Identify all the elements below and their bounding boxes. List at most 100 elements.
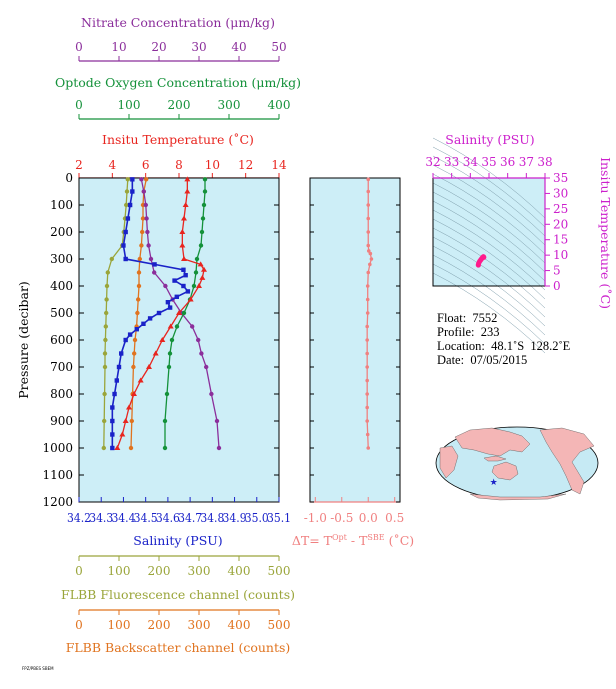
pressure-axis-title: Pressure (decibar) xyxy=(16,281,31,399)
backscatter-point xyxy=(140,216,146,221)
backscatter-point xyxy=(140,229,145,235)
dT-title-part1: ΔT= T xyxy=(292,533,333,548)
fluorescence-tick-label: 0 xyxy=(75,564,83,578)
ts-density-contour xyxy=(432,227,546,309)
salinity-point xyxy=(123,337,128,343)
dT-point xyxy=(365,405,369,410)
fluorescence-point xyxy=(103,337,108,343)
temperature-point xyxy=(167,323,174,329)
temperature-point xyxy=(196,283,202,288)
salinity-point xyxy=(125,216,131,221)
fluorescence-point xyxy=(124,202,129,208)
backscatter-point xyxy=(144,177,149,182)
salinity-tick-label: 34.4 xyxy=(111,511,135,525)
temperature-axis: 2 4 6 8 10 12 14 xyxy=(75,158,287,179)
map-land-antarctica xyxy=(469,493,567,501)
salinity-point xyxy=(130,177,135,182)
oxygen-point xyxy=(167,351,173,356)
salinity-point xyxy=(167,305,173,310)
fluorescence-point xyxy=(102,418,107,424)
ts-density-contour xyxy=(432,245,546,327)
temperature-point xyxy=(184,176,191,182)
temperature-point xyxy=(137,377,144,383)
ts-density-contour xyxy=(432,200,546,282)
pressure-tick-label: 500 xyxy=(50,306,73,320)
salinity-point xyxy=(110,445,115,451)
ts-density-contour xyxy=(432,272,546,354)
oxygen-tick-label: 200 xyxy=(168,98,191,112)
nitrate-point xyxy=(143,202,148,208)
backscatter-tick-label: 200 xyxy=(148,618,171,632)
salinity-point xyxy=(174,294,179,299)
temperature-tick-label: 8 xyxy=(175,158,183,172)
nitrate-axis: 0 10 20 30 40 50 xyxy=(75,40,287,62)
oxygen-point xyxy=(202,189,208,194)
fluorescence-axis: 0 100 200 300 400 500 xyxy=(75,555,290,578)
ts-density-contour xyxy=(432,236,546,318)
backscatter-axis-title: FLBB Backscatter channel (counts) xyxy=(66,640,291,655)
temperature-point xyxy=(179,242,186,248)
temperature-point xyxy=(199,274,206,280)
salinity-tick-label: 34.5 xyxy=(134,511,158,525)
dT-point xyxy=(365,311,370,315)
dT-title-sup2: SBE xyxy=(367,533,384,542)
backscatter-point xyxy=(137,256,142,262)
fluorescence-point xyxy=(124,189,130,194)
ts-density-contour xyxy=(432,263,546,345)
temperature-point xyxy=(181,215,187,221)
nitrate-point xyxy=(141,189,146,194)
dT-point xyxy=(369,257,374,261)
ts-density-contour xyxy=(432,254,546,336)
dT-profile-line xyxy=(366,179,373,449)
ts-density-contour xyxy=(432,209,546,291)
temperature-point xyxy=(201,266,207,272)
dT-point xyxy=(365,338,369,342)
backscatter-point xyxy=(131,364,136,370)
nitrate-tick-label: 20 xyxy=(151,40,166,54)
temperature-point xyxy=(187,296,194,302)
pressure-tick-label: 700 xyxy=(50,360,73,374)
nitrate-point xyxy=(199,351,204,356)
pressure-tick-label: 200 xyxy=(50,225,73,239)
dT-panel-background xyxy=(309,177,401,503)
map-land-africa xyxy=(439,445,459,479)
salinity-point xyxy=(116,364,122,370)
oxygen-point xyxy=(200,216,206,221)
oxygen-tick-label: 100 xyxy=(118,98,141,112)
oxygen-tick-label: 400 xyxy=(268,98,291,112)
dT-point xyxy=(365,419,369,423)
pressure-tick-label: 0 xyxy=(65,171,73,185)
dT-point xyxy=(365,284,370,288)
nitrate-point xyxy=(216,445,222,451)
salinity-point xyxy=(181,267,186,272)
nitrate-point xyxy=(163,283,168,289)
oxygen-tick-label: 300 xyxy=(218,98,241,112)
ts-y-tick-label: 15 xyxy=(553,233,568,247)
temperature-point xyxy=(159,337,166,342)
salinity-tick-label: 34.3 xyxy=(89,511,113,525)
salinity-point xyxy=(114,378,119,383)
nitrate-point xyxy=(196,337,201,343)
temperature-point xyxy=(119,431,126,437)
backscatter-point xyxy=(135,310,140,316)
ts-y-tick-label: 25 xyxy=(553,202,568,216)
ts-y-tick-label: 30 xyxy=(553,186,568,200)
dT-point xyxy=(366,230,371,234)
dT-point xyxy=(366,270,371,275)
temperature-point xyxy=(122,418,129,423)
temperature-tick-label: 2 xyxy=(75,158,83,172)
oxygen-point xyxy=(162,445,168,451)
dT-tick-label: -1.0 xyxy=(304,511,327,525)
dT-point xyxy=(366,177,371,182)
temperature-point xyxy=(184,188,191,194)
dT-point xyxy=(368,262,372,267)
backscatter-point xyxy=(129,418,134,424)
pressure-tick-label: 400 xyxy=(50,279,73,293)
ts-temperature-title: Insitu Temperature (˚C) xyxy=(598,157,613,309)
ts-y-tick-label: 5 xyxy=(553,264,561,278)
salinity-tick-label: 35.1 xyxy=(267,511,291,525)
backscatter-tick-label: 0 xyxy=(75,618,83,632)
backscatter-tick-label: 100 xyxy=(108,618,131,632)
dT-point xyxy=(365,365,369,369)
